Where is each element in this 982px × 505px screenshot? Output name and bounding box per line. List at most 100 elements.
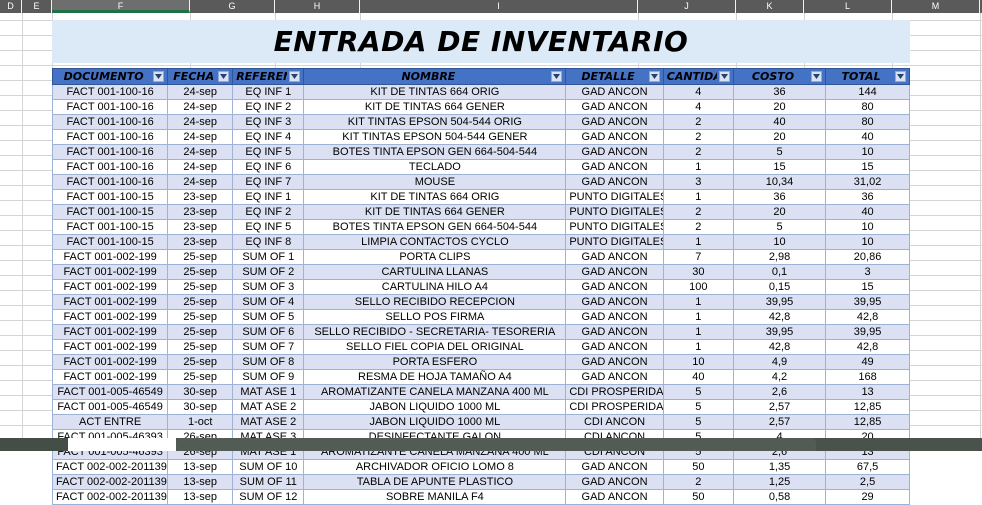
table-cell-nombre[interactable]: LIMPIA CONTACTOS CYCLO bbox=[303, 234, 567, 250]
table-cell-nombre[interactable]: KIT DE TINTAS 664 ORIG bbox=[303, 189, 567, 205]
table-cell-nombre[interactable]: SELLO RECIBIDO RECEPCION bbox=[303, 294, 567, 310]
table-cell-documento[interactable]: FACT 001-002-199 bbox=[51, 369, 169, 385]
table-cell-referencia[interactable]: SUM OF 5 bbox=[232, 309, 305, 325]
table-cell-referencia[interactable]: SUM OF 11 bbox=[232, 474, 305, 490]
table-cell-cantidad[interactable]: 1 bbox=[662, 159, 734, 175]
table-cell-nombre[interactable]: BOTES TINTA EPSON GEN 664-504-544 bbox=[303, 219, 567, 235]
table-row[interactable]: FACT 001-005-46549 30-sep MAT ASE 2 JABON L… bbox=[51, 399, 910, 415]
table-cell-fecha[interactable]: 25-sep bbox=[167, 294, 234, 310]
table-cell-detalle[interactable]: GAD ANCON bbox=[565, 459, 664, 475]
table-cell-fecha[interactable]: 25-sep bbox=[167, 354, 234, 370]
table-row[interactable]: FACT 001-100-15 23-sep EQ INF 8 LIMPIA CONT… bbox=[51, 234, 910, 250]
table-cell-documento[interactable]: FACT 001-100-16 bbox=[51, 114, 169, 130]
table-cell-referencia[interactable]: EQ INF 7 bbox=[232, 174, 305, 190]
table-cell-cantidad[interactable]: 100 bbox=[662, 279, 734, 295]
table-cell-referencia[interactable]: SUM OF 6 bbox=[232, 324, 305, 340]
table-cell-nombre[interactable]: KIT TINTAS EPSON 504-544 GENER bbox=[303, 129, 567, 145]
column-header-d[interactable]: D bbox=[0, 0, 22, 13]
table-row[interactable]: FACT 001-002-199 25-sep SUM OF 8 PORTA ESFE… bbox=[51, 354, 910, 370]
table-cell-documento[interactable]: FACT 001-002-199 bbox=[51, 279, 169, 295]
table-header-detalle[interactable]: DETALLE bbox=[565, 68, 664, 85]
table-row[interactable]: FACT 001-002-199 25-sep SUM OF 6 SELLO RECI… bbox=[51, 324, 910, 340]
table-cell-total[interactable]: 67,5 bbox=[825, 459, 910, 475]
table-cell-nombre[interactable]: SOBRE MANILA F4 bbox=[303, 489, 567, 505]
table-cell-detalle[interactable]: GAD ANCON bbox=[565, 264, 664, 280]
table-cell-documento[interactable]: FACT 001-100-15 bbox=[51, 204, 169, 220]
table-cell-cantidad[interactable]: 1 bbox=[662, 324, 734, 340]
table-cell-nombre[interactable]: CARTULINA HILO A4 bbox=[303, 279, 567, 295]
table-cell-documento[interactable]: FACT 001-002-199 bbox=[51, 354, 169, 370]
table-cell-documento[interactable]: FACT 001-002-199 bbox=[51, 249, 169, 265]
table-cell-cantidad[interactable]: 5 bbox=[662, 384, 734, 400]
table-row[interactable]: FACT 001-002-199 25-sep SUM OF 9 RESMA DE H… bbox=[51, 369, 910, 385]
table-cell-cantidad[interactable]: 2 bbox=[662, 114, 734, 130]
table-header-fecha[interactable]: FECHA bbox=[167, 68, 234, 85]
table-cell-referencia[interactable]: EQ INF 1 bbox=[232, 189, 305, 205]
table-cell-documento[interactable]: FACT 001-002-199 bbox=[51, 324, 169, 340]
table-cell-nombre[interactable]: TECLADO bbox=[303, 159, 567, 175]
table-cell-nombre[interactable]: CARTULINA LLANAS bbox=[303, 264, 567, 280]
table-cell-costo[interactable]: 4,9 bbox=[732, 354, 827, 370]
table-cell-costo[interactable]: 5 bbox=[732, 219, 827, 235]
table-cell-costo[interactable]: 36 bbox=[732, 189, 827, 205]
table-cell-fecha[interactable]: 30-sep bbox=[167, 384, 234, 400]
table-cell-detalle[interactable]: GAD ANCON bbox=[565, 84, 664, 100]
table-cell-detalle[interactable]: CDI PROSPERIDAD bbox=[565, 399, 664, 415]
table-cell-detalle[interactable]: GAD ANCON bbox=[565, 474, 664, 490]
table-cell-total[interactable]: 10 bbox=[825, 219, 910, 235]
table-cell-detalle[interactable]: CDI PROSPERIDAD bbox=[565, 384, 664, 400]
table-cell-cantidad[interactable]: 1 bbox=[662, 309, 734, 325]
table-cell-detalle[interactable]: GAD ANCON bbox=[565, 159, 664, 175]
table-cell-documento[interactable]: FACT 001-005-46549 bbox=[51, 384, 169, 400]
table-cell-total[interactable]: 168 bbox=[825, 369, 910, 385]
table-cell-detalle[interactable]: GAD ANCON bbox=[565, 99, 664, 115]
table-cell-documento[interactable]: FACT 002-002-201139 bbox=[51, 474, 169, 490]
table-cell-costo[interactable]: 15 bbox=[732, 159, 827, 175]
table-cell-detalle[interactable]: CDI ANCON bbox=[565, 414, 664, 430]
table-cell-total[interactable]: 40 bbox=[825, 204, 910, 220]
table-cell-total[interactable]: 29 bbox=[825, 489, 910, 505]
table-cell-total[interactable]: 39,95 bbox=[825, 324, 910, 340]
table-cell-fecha[interactable]: 24-sep bbox=[167, 114, 234, 130]
table-cell-referencia[interactable]: SUM OF 8 bbox=[232, 354, 305, 370]
table-row[interactable]: FACT 001-002-199 25-sep SUM OF 4 SELLO RECI… bbox=[51, 294, 910, 310]
table-cell-total[interactable]: 49 bbox=[825, 354, 910, 370]
table-cell-detalle[interactable]: GAD ANCON bbox=[565, 489, 664, 505]
table-cell-cantidad[interactable]: 30 bbox=[662, 264, 734, 280]
table-row[interactable]: FACT 001-002-199 25-sep SUM OF 7 SELLO FIEL… bbox=[51, 339, 910, 355]
table-cell-referencia[interactable]: SUM OF 2 bbox=[232, 264, 305, 280]
table-cell-nombre[interactable]: KIT DE TINTAS 664 GENER bbox=[303, 204, 567, 220]
table-cell-documento[interactable]: FACT 001-002-199 bbox=[51, 339, 169, 355]
table-cell-fecha[interactable]: 24-sep bbox=[167, 174, 234, 190]
table-cell-referencia[interactable]: MAT ASE 1 bbox=[232, 384, 305, 400]
table-cell-documento[interactable]: FACT 001-100-15 bbox=[51, 234, 169, 250]
table-cell-total[interactable]: 42,8 bbox=[825, 309, 910, 325]
table-cell-nombre[interactable]: BOTES TINTA EPSON GEN 664-504-544 bbox=[303, 144, 567, 160]
table-row[interactable]: FACT 001-100-16 24-sep EQ INF 7 MOUSE GAD AN… bbox=[51, 174, 910, 190]
table-cell-fecha[interactable]: 25-sep bbox=[167, 324, 234, 340]
table-cell-nombre[interactable]: KIT DE TINTAS 664 GENER bbox=[303, 99, 567, 115]
table-cell-referencia[interactable]: SUM OF 9 bbox=[232, 369, 305, 385]
column-header-g[interactable]: G bbox=[190, 0, 275, 13]
table-cell-nombre[interactable]: MOUSE bbox=[303, 174, 567, 190]
column-header-k[interactable]: K bbox=[736, 0, 804, 13]
table-cell-referencia[interactable]: MAT ASE 2 bbox=[232, 414, 305, 430]
table-header-nombre[interactable]: NOMBRE bbox=[303, 68, 567, 85]
table-cell-costo[interactable]: 2,57 bbox=[732, 399, 827, 415]
table-cell-referencia[interactable]: SUM OF 1 bbox=[232, 249, 305, 265]
table-row[interactable]: FACT 001-002-199 25-sep SUM OF 2 CARTULINA … bbox=[51, 264, 910, 280]
table-cell-costo[interactable]: 0,15 bbox=[732, 279, 827, 295]
table-cell-referencia[interactable]: SUM OF 3 bbox=[232, 279, 305, 295]
table-cell-fecha[interactable]: 30-sep bbox=[167, 399, 234, 415]
table-cell-fecha[interactable]: 23-sep bbox=[167, 204, 234, 220]
table-cell-fecha[interactable]: 25-sep bbox=[167, 249, 234, 265]
table-row[interactable]: FACT 001-100-15 23-sep EQ INF 5 BOTES TINTA… bbox=[51, 219, 910, 235]
table-cell-costo[interactable]: 20 bbox=[732, 204, 827, 220]
table-cell-referencia[interactable]: EQ INF 8 bbox=[232, 234, 305, 250]
table-cell-fecha[interactable]: 25-sep bbox=[167, 279, 234, 295]
table-cell-nombre[interactable]: RESMA DE HOJA TAMAÑO A4 bbox=[303, 369, 567, 385]
table-cell-total[interactable]: 15 bbox=[825, 159, 910, 175]
table-cell-documento[interactable]: FACT 001-100-16 bbox=[51, 99, 169, 115]
table-header-referencia[interactable]: REFERENC bbox=[232, 68, 305, 85]
table-cell-fecha[interactable]: 24-sep bbox=[167, 129, 234, 145]
